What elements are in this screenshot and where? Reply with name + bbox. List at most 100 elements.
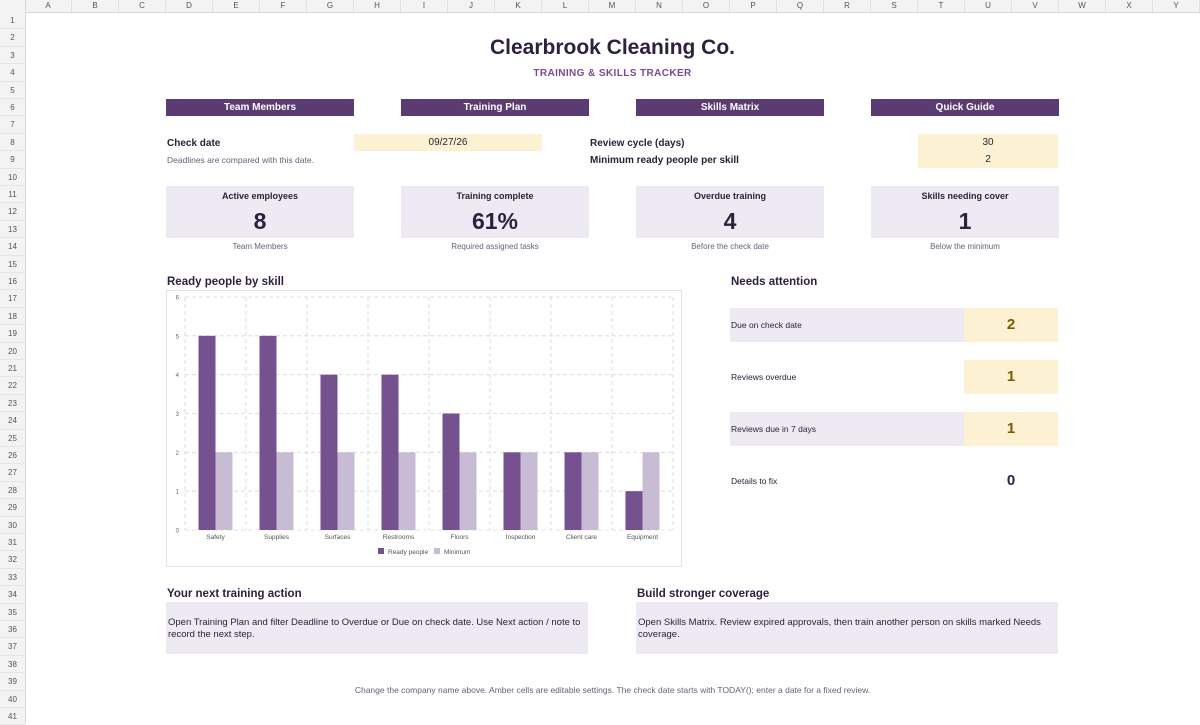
row-header-11[interactable]: 11 xyxy=(0,186,25,204)
row-header-29[interactable]: 29 xyxy=(0,499,25,517)
attention-row-reviews-overdue: Reviews overdue 1 xyxy=(730,360,1058,394)
column-header-j[interactable]: J xyxy=(448,0,495,12)
bar-minimum xyxy=(276,452,294,530)
select-all-corner[interactable] xyxy=(0,0,26,12)
column-header-h[interactable]: H xyxy=(354,0,401,12)
y-tick-label: 2 xyxy=(176,451,180,457)
row-header-28[interactable]: 28 xyxy=(0,482,25,500)
row-header-23[interactable]: 23 xyxy=(0,395,25,413)
nav-team-members-button[interactable]: Team Members xyxy=(166,99,354,116)
row-header-30[interactable]: 30 xyxy=(0,517,25,534)
row-header-33[interactable]: 33 xyxy=(0,569,25,587)
x-tick-label: Floors xyxy=(450,534,469,541)
row-header-24[interactable]: 24 xyxy=(0,412,25,430)
row-header-18[interactable]: 18 xyxy=(0,308,25,326)
column-header-r[interactable]: R xyxy=(824,0,871,12)
kpi-title: Overdue training xyxy=(693,191,766,201)
row-header-9[interactable]: 9 xyxy=(0,151,25,169)
row-header-10[interactable]: 10 xyxy=(0,169,25,186)
column-header-n[interactable]: N xyxy=(636,0,683,12)
column-header-s[interactable]: S xyxy=(871,0,918,12)
column-header-a[interactable]: A xyxy=(25,0,72,12)
nav-training-plan-button[interactable]: Training Plan xyxy=(401,99,589,116)
row-header-41[interactable]: 41 xyxy=(0,708,25,725)
row-header-32[interactable]: 32 xyxy=(0,551,25,569)
row-header-15[interactable]: 15 xyxy=(0,256,25,273)
row-header-21[interactable]: 21 xyxy=(0,360,25,378)
row-header-37[interactable]: 37 xyxy=(0,638,25,656)
column-header-k[interactable]: K xyxy=(495,0,542,12)
column-header-u[interactable]: U xyxy=(965,0,1012,12)
row-header-16[interactable]: 16 xyxy=(0,273,25,291)
row-header-40[interactable]: 40 xyxy=(0,691,25,708)
column-header-x[interactable]: X xyxy=(1106,0,1153,12)
row-header-4[interactable]: 4 xyxy=(0,64,25,82)
attention-row-details-to-fix: Details to fix 0 xyxy=(730,464,1058,498)
row-header-20[interactable]: 20 xyxy=(0,343,25,360)
column-header-c[interactable]: C xyxy=(119,0,166,12)
column-header-m[interactable]: M xyxy=(589,0,636,12)
kpi-card-training-complete: Training complete 61% xyxy=(401,186,589,238)
column-header-d[interactable]: D xyxy=(166,0,213,12)
x-tick-label: Supplies xyxy=(264,534,290,541)
ready-people-chart[interactable]: 0 1 2 3 4 5 6 Safety Supplies Surfaces Restrooms Fl… xyxy=(166,290,682,567)
page-title[interactable]: Clearbrook Cleaning Co. xyxy=(489,36,736,59)
row-header-6[interactable]: 6 xyxy=(0,99,25,117)
row-header-19[interactable]: 19 xyxy=(0,325,25,343)
row-header-36[interactable]: 36 xyxy=(0,621,25,639)
row-header-1[interactable]: 1 xyxy=(0,12,25,30)
column-header-l[interactable]: L xyxy=(542,0,589,12)
bar-minimum xyxy=(520,452,538,530)
row-header-26[interactable]: 26 xyxy=(0,447,25,465)
column-header-t[interactable]: T xyxy=(918,0,965,12)
row-header-22[interactable]: 22 xyxy=(0,377,25,395)
row-header-39[interactable]: 39 xyxy=(0,673,25,691)
row-header-35[interactable]: 35 xyxy=(0,604,25,621)
column-header-e[interactable]: E xyxy=(213,0,260,12)
row-header-7[interactable]: 7 xyxy=(0,116,25,134)
kpi-value: 4 xyxy=(723,208,737,234)
row-header-31[interactable]: 31 xyxy=(0,534,25,552)
nav-quick-guide-button[interactable]: Quick Guide xyxy=(871,99,1059,116)
column-header-f[interactable]: F xyxy=(260,0,307,12)
y-tick-label: 3 xyxy=(176,412,180,418)
row-header-38[interactable]: 38 xyxy=(0,656,25,674)
legend-swatch xyxy=(378,548,384,554)
review-cycle-input[interactable]: 30 xyxy=(918,134,1058,151)
kpi-subtitle: Below the minimum xyxy=(930,242,1000,251)
row-header-17[interactable]: 17 xyxy=(0,290,25,308)
column-header-p[interactable]: P xyxy=(730,0,777,12)
bar-minimum xyxy=(581,452,599,530)
column-header-y[interactable]: Y xyxy=(1153,0,1200,12)
row-header-14[interactable]: 14 xyxy=(0,238,25,256)
row-header-5[interactable]: 5 xyxy=(0,82,25,99)
row-header-12[interactable]: 12 xyxy=(0,203,25,221)
y-tick-label: 0 xyxy=(176,529,180,535)
kpi-subtitle: Before the check date xyxy=(691,242,769,251)
column-header-v[interactable]: V xyxy=(1012,0,1059,12)
nav-skills-matrix-button[interactable]: Skills Matrix xyxy=(636,99,824,116)
column-header-q[interactable]: Q xyxy=(777,0,824,12)
row-header-25[interactable]: 25 xyxy=(0,430,25,447)
kpi-value: 1 xyxy=(958,208,972,234)
kpi-card-active-employees: Active employees 8 xyxy=(166,186,354,238)
kpi-value: 8 xyxy=(253,208,267,234)
column-header-o[interactable]: O xyxy=(683,0,730,12)
column-header-g[interactable]: G xyxy=(307,0,354,12)
x-tick-label: Safety xyxy=(206,534,225,541)
column-header-w[interactable]: W xyxy=(1059,0,1106,12)
check-date-input[interactable]: 09/27/26 xyxy=(354,134,542,151)
bar-ready-people xyxy=(564,452,582,530)
row-header-13[interactable]: 13 xyxy=(0,221,25,239)
row-header-3[interactable]: 3 xyxy=(0,47,25,65)
y-tick-label: 4 xyxy=(176,373,180,379)
row-header-34[interactable]: 34 xyxy=(0,586,25,604)
column-header-b[interactable]: B xyxy=(72,0,119,12)
row-header-2[interactable]: 2 xyxy=(0,29,25,47)
row-header-8[interactable]: 8 xyxy=(0,134,25,152)
row-header-27[interactable]: 27 xyxy=(0,464,25,482)
column-header-i[interactable]: I xyxy=(401,0,448,12)
row-header-bar: 1 2 3 4 5 6 7 8 9 10 11 12 13 14 15 16 17 18 19 20 21 22 23 24 2… xyxy=(0,12,26,725)
min-ready-input[interactable]: 2 xyxy=(918,151,1058,168)
